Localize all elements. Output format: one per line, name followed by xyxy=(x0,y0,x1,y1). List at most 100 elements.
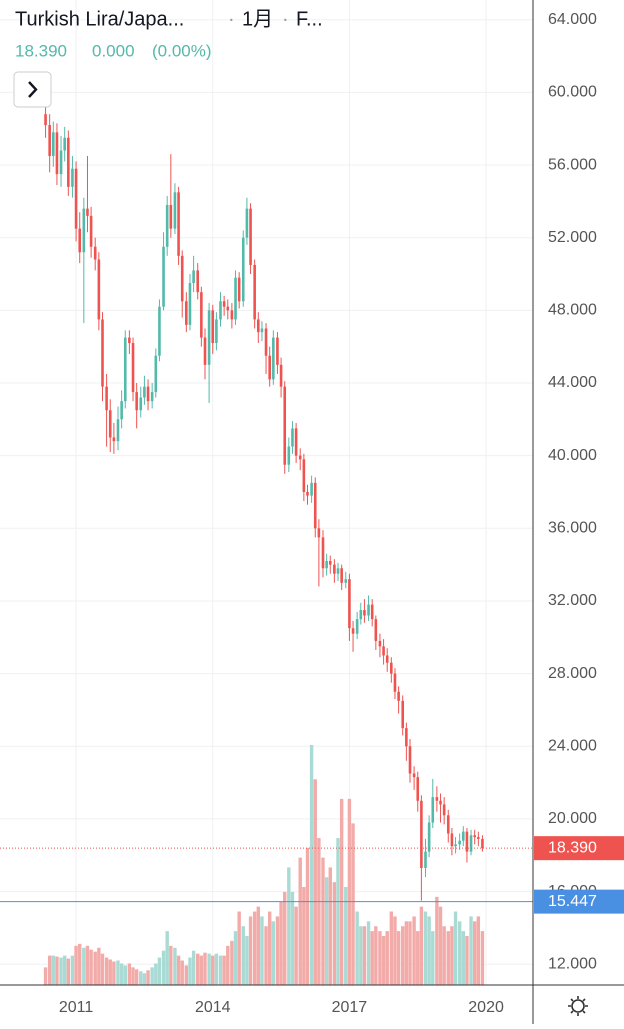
candle-body xyxy=(306,491,309,496)
volume-bar xyxy=(199,955,204,985)
candle-body xyxy=(139,397,143,411)
volume-bar xyxy=(298,857,302,985)
chevron-icon[interactable] xyxy=(28,81,38,98)
candle-body xyxy=(215,319,218,344)
volume-bar xyxy=(233,931,238,985)
candle-body xyxy=(245,208,249,238)
candle-body xyxy=(146,386,150,402)
volume-bar xyxy=(222,955,226,985)
volume-bar xyxy=(370,931,374,985)
candle-body xyxy=(276,337,279,365)
volume-bar xyxy=(378,931,382,985)
candle-body xyxy=(321,537,325,569)
volume-bar xyxy=(393,916,397,985)
candle-body xyxy=(401,700,405,729)
candle-body xyxy=(200,292,203,338)
chart-title: Turkish Lira/Japa... xyxy=(15,8,184,30)
candle-body xyxy=(317,528,321,538)
volume-bar xyxy=(465,936,469,985)
candle-body xyxy=(405,728,408,747)
volume-bar xyxy=(264,926,268,985)
volume-bar xyxy=(401,926,405,985)
button-frame[interactable] xyxy=(13,71,52,108)
candle-body xyxy=(249,208,252,265)
volume-bar xyxy=(176,955,181,985)
volume-bar xyxy=(472,921,477,985)
volume-bar xyxy=(313,779,317,985)
volume-bar xyxy=(344,887,348,985)
volume-bar xyxy=(104,957,109,985)
gear-icon[interactable] xyxy=(571,999,585,1013)
volume-bar xyxy=(355,911,359,985)
candle-body xyxy=(333,564,336,574)
candle-body xyxy=(291,428,294,447)
volume-bar xyxy=(70,955,75,985)
gear-teeth[interactable] xyxy=(568,996,588,1016)
volume-bar xyxy=(290,891,295,985)
candle-body xyxy=(180,255,184,302)
candle-body xyxy=(469,835,473,852)
candle-body xyxy=(279,364,283,387)
candle-body xyxy=(370,604,374,620)
candle-body xyxy=(89,215,93,247)
candle-body xyxy=(230,310,234,320)
volume-bar xyxy=(336,838,340,985)
volume-bar xyxy=(423,911,428,985)
volume-bar xyxy=(188,957,192,985)
volume-bar xyxy=(108,959,112,985)
candle-body xyxy=(211,310,215,344)
volume-bar xyxy=(97,947,101,985)
volume-bar xyxy=(142,973,147,985)
x-tick-label: 2011 xyxy=(59,999,94,1016)
candle-body xyxy=(340,568,343,583)
volume-bar xyxy=(385,931,389,985)
volume-bar xyxy=(123,965,127,985)
volume-bar xyxy=(438,906,443,985)
candle-body xyxy=(427,822,431,852)
volume-bar xyxy=(453,911,458,985)
volume-bar xyxy=(248,916,253,985)
candle-body xyxy=(59,150,63,175)
candle-body xyxy=(287,446,291,465)
volume-bar xyxy=(351,823,355,985)
y-tick-label: 28.000 xyxy=(548,665,597,682)
expand-button[interactable] xyxy=(13,71,52,108)
volume-bar xyxy=(180,960,184,985)
price-label-box xyxy=(534,889,624,914)
candle-body xyxy=(367,604,370,616)
candle-body xyxy=(203,337,207,365)
candle-body xyxy=(431,797,435,823)
candle-body xyxy=(298,455,302,460)
volume-bar xyxy=(294,906,298,985)
y-tick-label: 32.000 xyxy=(548,592,597,609)
volume-bar xyxy=(362,926,367,985)
y-tick-label: 20.000 xyxy=(548,810,597,827)
volume-bar xyxy=(442,926,446,985)
volume-bar xyxy=(302,887,306,985)
candle-body xyxy=(120,401,123,420)
separator: · xyxy=(282,8,289,30)
candle-body xyxy=(374,619,378,641)
volume-bar xyxy=(309,745,314,985)
volume-bar xyxy=(435,896,439,985)
candle-body xyxy=(378,640,382,647)
candle-body xyxy=(477,837,480,839)
candle-body xyxy=(412,773,416,778)
candle-body xyxy=(108,410,112,438)
candle-body xyxy=(48,125,51,156)
y-tick-label: 60.000 xyxy=(548,84,597,101)
volume-bar xyxy=(218,955,223,985)
candle-body xyxy=(93,246,97,260)
settings-button[interactable] xyxy=(568,996,588,1016)
volume-bar xyxy=(173,947,177,985)
candle-body xyxy=(420,800,423,868)
volume-bar xyxy=(412,916,416,985)
change: 0.000 xyxy=(92,41,135,60)
volume-bar xyxy=(43,967,48,985)
candle-body xyxy=(44,114,47,126)
candle-body xyxy=(177,192,180,256)
price-label: 18.390 xyxy=(548,839,597,856)
candle-body xyxy=(408,746,412,774)
candle-body xyxy=(123,337,127,402)
candle-body xyxy=(260,328,264,333)
